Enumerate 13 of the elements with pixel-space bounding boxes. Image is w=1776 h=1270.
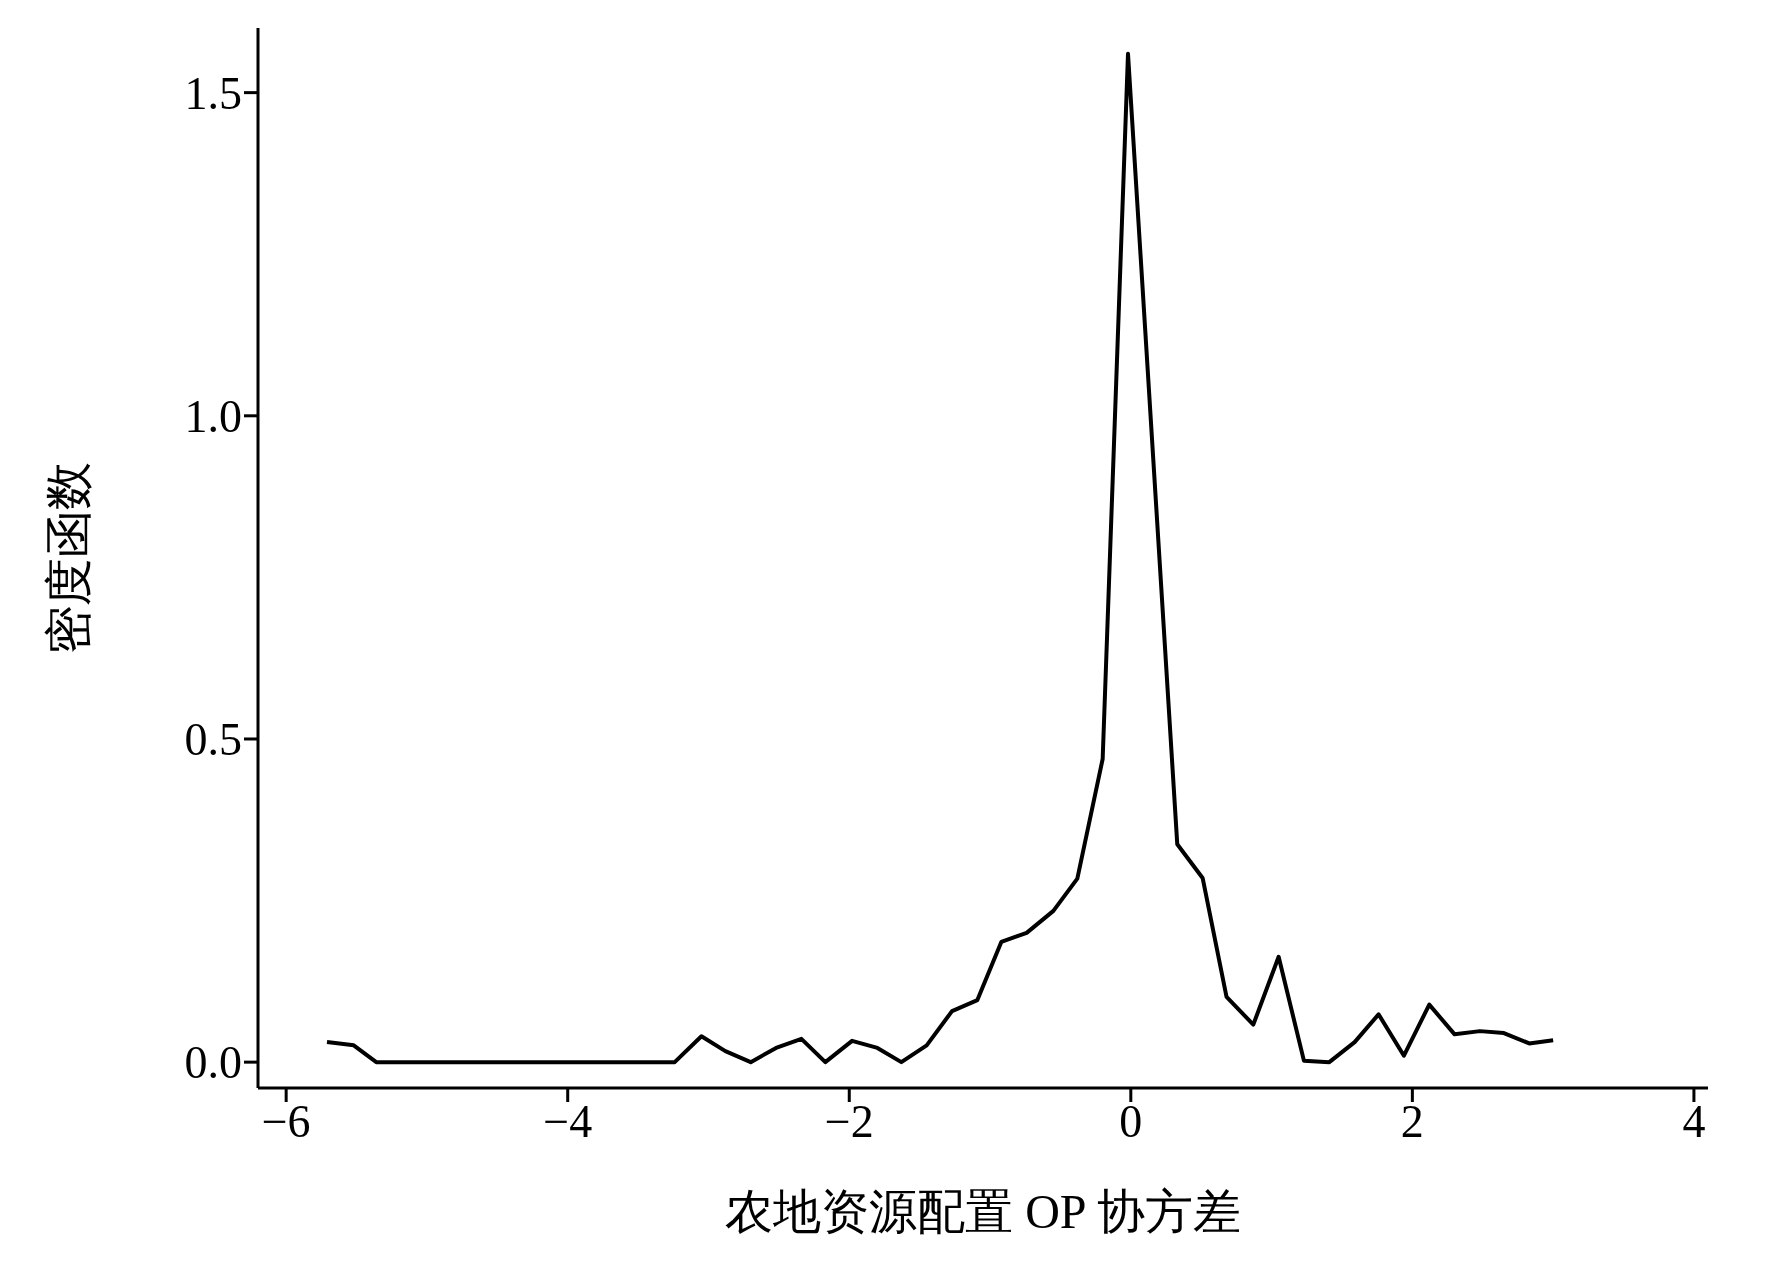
y-axis-title: 密度函数 bbox=[42, 462, 96, 654]
x-tick-label: 4 bbox=[1682, 1095, 1706, 1147]
y-tick-label: 0.0 bbox=[184, 1037, 242, 1089]
y-tick-label: 1.0 bbox=[184, 391, 242, 443]
x-axis-title: 农地资源配置 OP 协方差 bbox=[725, 1185, 1241, 1238]
x-tick-label: −4 bbox=[543, 1095, 593, 1147]
x-tick-label: 0 bbox=[1119, 1095, 1143, 1147]
line-series bbox=[324, 51, 1556, 1065]
x-tick-label: 2 bbox=[1400, 1095, 1424, 1147]
y-tick-label: 1.5 bbox=[184, 67, 242, 119]
y-tick-label: 0.5 bbox=[184, 714, 242, 766]
x-tick-label: −2 bbox=[824, 1095, 874, 1147]
x-tick-label: −6 bbox=[261, 1095, 311, 1147]
